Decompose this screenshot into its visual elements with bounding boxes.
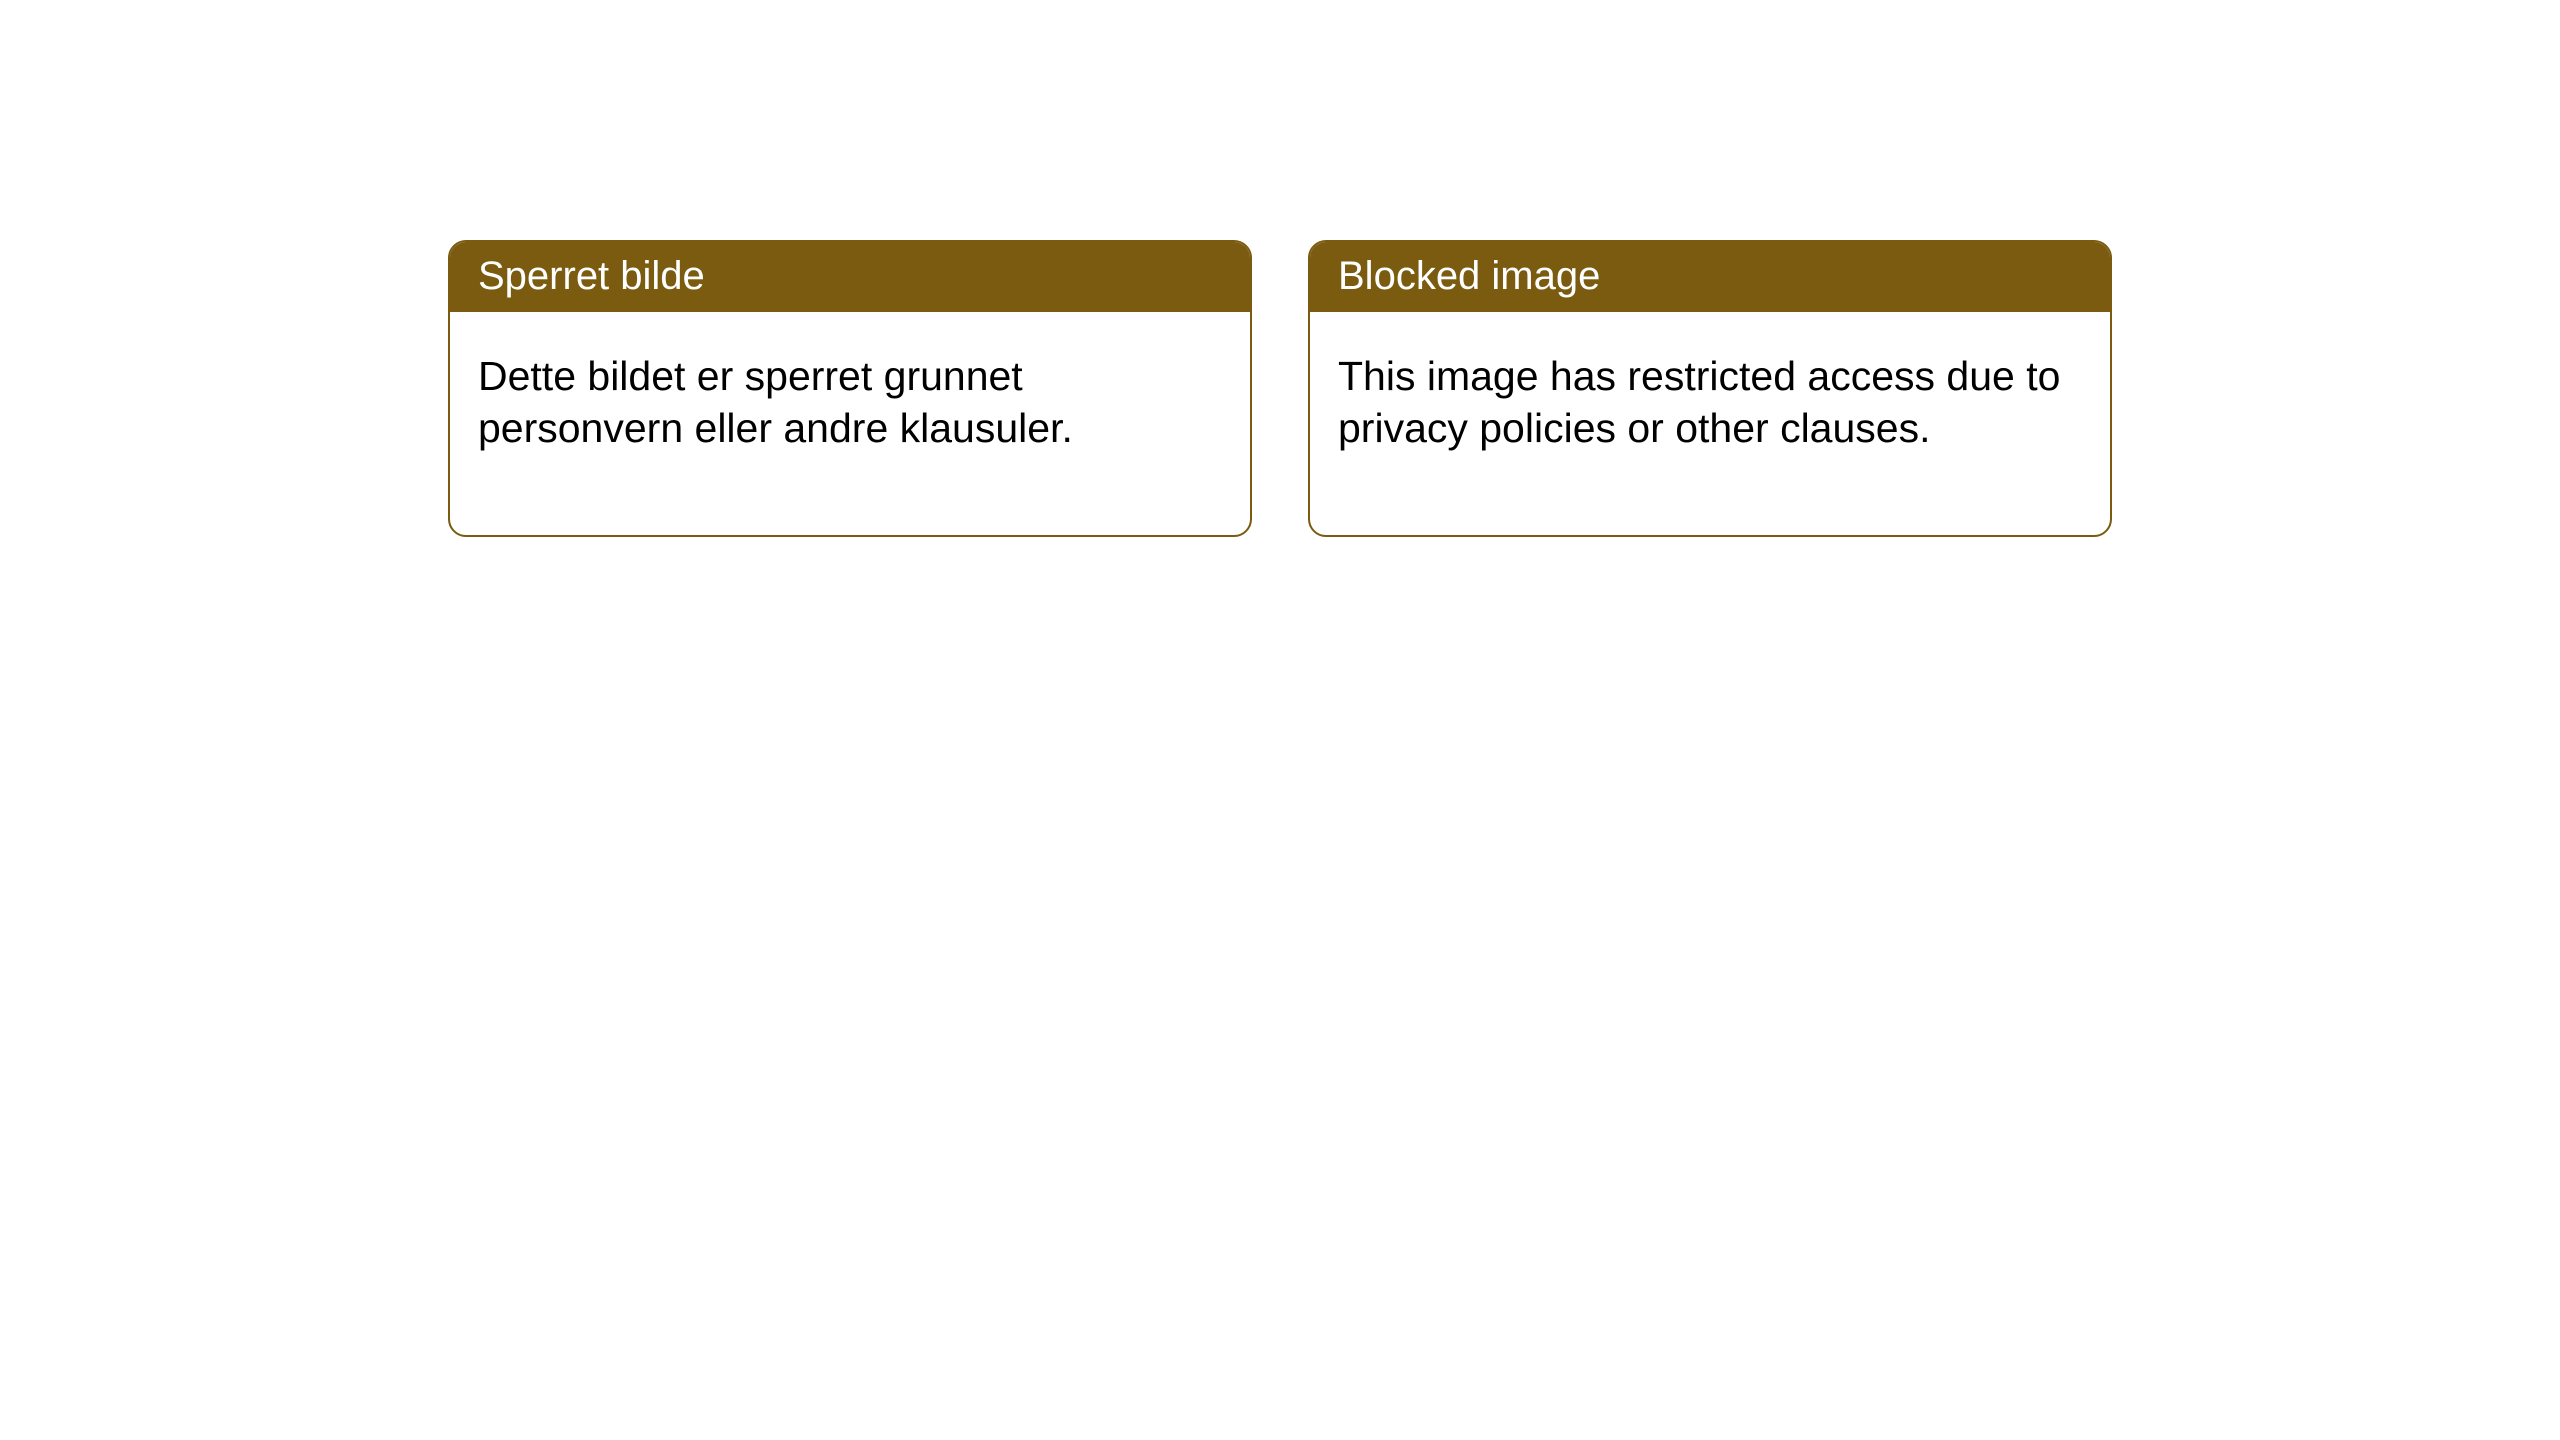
notice-card-en: Blocked image This image has restricted …	[1308, 240, 2112, 537]
notice-card-container: Sperret bilde Dette bildet er sperret gr…	[0, 0, 2560, 537]
notice-card-title: Blocked image	[1310, 242, 2110, 312]
notice-card-title: Sperret bilde	[450, 242, 1250, 312]
notice-card-body-text: Dette bildet er sperret grunnet personve…	[478, 353, 1073, 451]
notice-card-no: Sperret bilde Dette bildet er sperret gr…	[448, 240, 1252, 537]
notice-card-body-text: This image has restricted access due to …	[1338, 353, 2060, 451]
notice-card-title-text: Sperret bilde	[478, 254, 705, 298]
notice-card-body: Dette bildet er sperret grunnet personve…	[450, 312, 1250, 535]
notice-card-title-text: Blocked image	[1338, 254, 1600, 298]
notice-card-body: This image has restricted access due to …	[1310, 312, 2110, 535]
